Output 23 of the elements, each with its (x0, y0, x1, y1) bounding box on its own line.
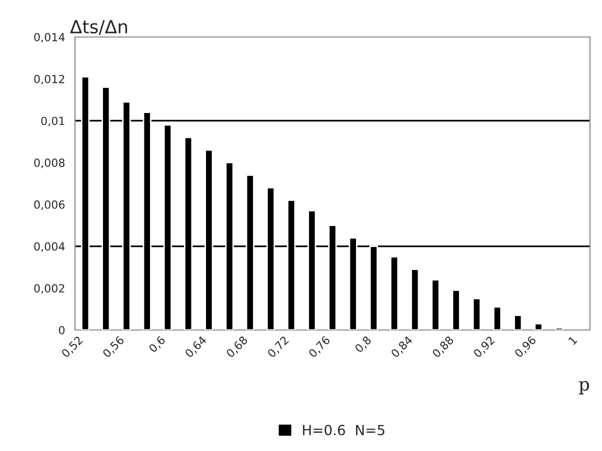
bar (390, 256, 399, 330)
y-tick-label: 0,006 (34, 200, 65, 210)
bar (514, 314, 522, 330)
bar (452, 290, 460, 330)
x-tick-label: 1 (568, 336, 578, 345)
bar (534, 323, 543, 330)
legend-label: H=0.6 N=5 (303, 424, 384, 436)
bar (472, 298, 481, 330)
y-tick-label: 0,014 (34, 32, 65, 43)
y-tick-label: 0,012 (34, 74, 64, 84)
x-tick-label: 0,6 (148, 335, 166, 354)
bar (431, 279, 440, 330)
y-tick-label: 0,01 (41, 116, 64, 126)
x-axis-title: p (578, 380, 590, 394)
y-axis-title: Δts/Δn (70, 20, 128, 35)
y-tick-label: 0 (58, 326, 65, 334)
bar (410, 268, 420, 330)
y-tick-label: 0,004 (34, 242, 65, 252)
bar (554, 327, 564, 330)
x-tick-label: 0,8 (354, 336, 372, 354)
y-tick-label: 0,008 (34, 158, 65, 168)
bar (493, 306, 502, 330)
y-tick-label: 0,002 (34, 284, 64, 294)
